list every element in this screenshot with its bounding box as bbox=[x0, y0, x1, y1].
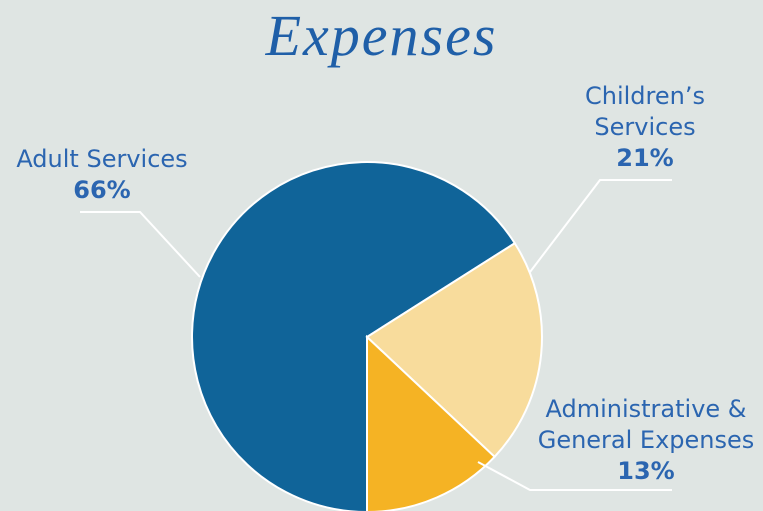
slice-label: Administrative & General Expenses 13% bbox=[530, 394, 762, 487]
category-label: Administrative & General Expenses bbox=[537, 395, 755, 454]
pie-slice bbox=[366, 334, 496, 511]
value-label: 21% bbox=[616, 144, 674, 172]
chart-title: Expenses bbox=[265, 3, 498, 68]
value-label: 13% bbox=[617, 457, 675, 485]
category-label: Adult Services bbox=[16, 145, 188, 173]
pie-slice bbox=[191, 161, 517, 511]
leader-line bbox=[529, 179, 672, 273]
leader-line bbox=[80, 211, 201, 278]
category-label: Children’s Services bbox=[585, 82, 705, 141]
pie-slice bbox=[365, 241, 543, 459]
slice-label: Adult Services 66% bbox=[2, 144, 202, 206]
slice-label: Children’s Services 21% bbox=[575, 81, 715, 174]
value-label: 66% bbox=[73, 176, 131, 204]
leader-line bbox=[477, 461, 672, 491]
